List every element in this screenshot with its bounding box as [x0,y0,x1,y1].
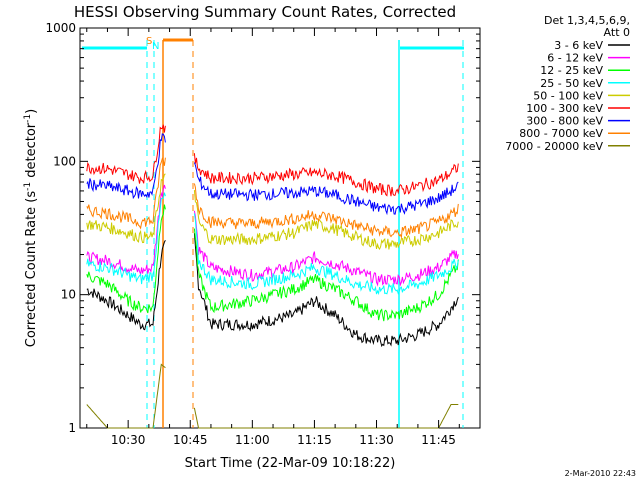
series-line-7-part-0 [86,157,166,230]
y-tick-label: 1000 [45,21,76,35]
x-tick-label: 11:15 [297,433,332,447]
y-tick-label: 100 [53,154,76,168]
series-line-7-part-1 [193,183,459,240]
y-axis: 1 10 100 1000 [45,21,480,435]
legend-label: 25 - 50 keV [540,77,603,90]
y-tick-label: 1 [68,421,76,435]
chart-title: HESSI Observing Summary Count Rates, Cor… [74,3,456,21]
legend-label: 6 - 12 keV [547,52,603,65]
series-line-5-part-0 [86,124,166,184]
series-line-4-part-0 [86,173,166,244]
x-tick-label: 11:30 [359,433,394,447]
series-line-6-part-1 [193,162,459,216]
series-line-2-part-0 [86,204,166,314]
legend-label: 800 - 7000 keV [519,127,603,140]
legend-header-1: Det 1,3,4,5,6,9, [544,14,630,27]
flag-s: S [146,36,152,47]
series-layer [86,124,459,429]
timestamp: 2-Mar-2010 22:43 [565,469,636,478]
legend-label: 300 - 800 keV [526,115,603,128]
x-axis: 10:30 10:45 11:00 11:15 11:30 11:45 [86,28,481,447]
legend-header-2: Att 0 [604,26,630,39]
x-tick-label: 10:45 [173,433,208,447]
series-line-8-part-0 [86,363,166,429]
series-line-4-part-1 [193,190,459,250]
series-line-0-part-1 [193,233,459,348]
legend-label: 3 - 6 keV [554,39,603,52]
legend-label: 7000 - 20000 keV [505,140,603,153]
x-tick-label: 10:30 [111,433,146,447]
flag-n: N [152,41,159,52]
legend-label: 50 - 100 keV [533,89,603,102]
x-tick-label: 11:00 [235,433,270,447]
mode-bands: S N [82,36,464,428]
x-axis-label: Start Time (22-Mar-09 10:18:22) [185,456,396,471]
series-line-2-part-1 [193,228,459,322]
legend-label: 12 - 25 keV [540,64,603,77]
series-line-3-part-0 [86,192,166,285]
series-line-0-part-0 [86,240,166,331]
y-axis-label: Corrected Count Rate (s-1 detector-1) [23,109,39,347]
y-tick-label: 10 [61,288,76,302]
series-line-8-part-1 [193,404,459,429]
series-line-1-part-1 [193,210,459,287]
legend-label: 100 - 300 keV [526,102,603,115]
series-line-3-part-1 [193,213,459,296]
series-line-6-part-0 [86,133,166,200]
x-tick-label: 11:45 [421,433,456,447]
series-line-5-part-1 [193,153,459,197]
series-line-1-part-0 [86,184,166,277]
